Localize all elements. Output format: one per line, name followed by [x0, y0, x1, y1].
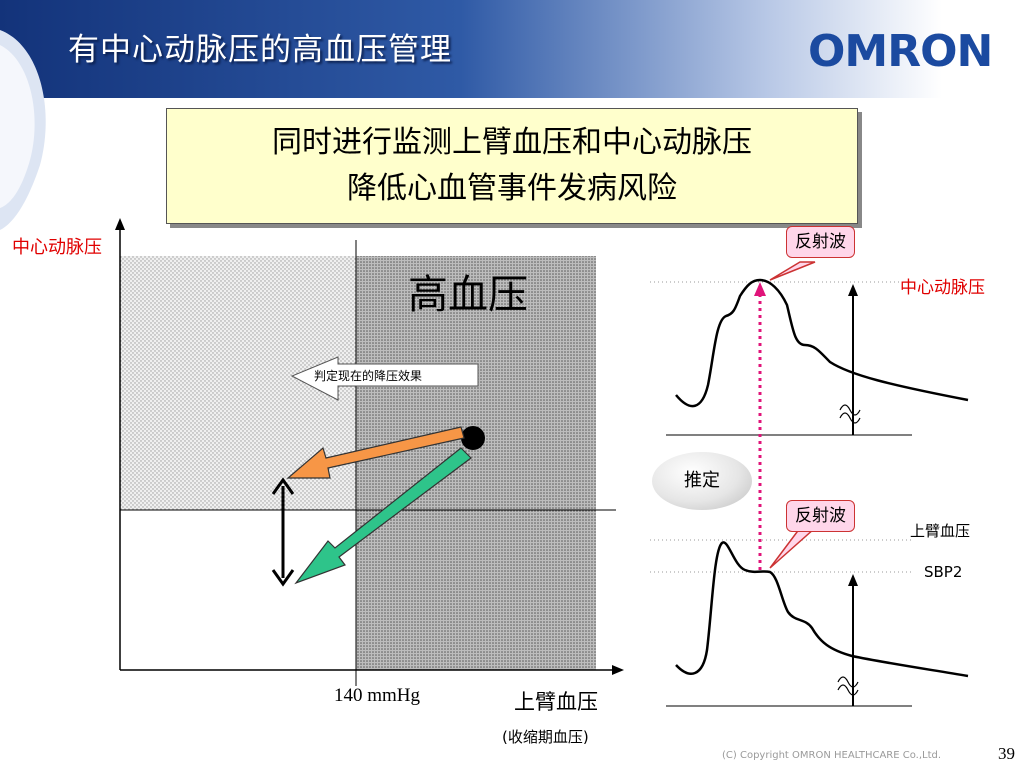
top-reflected-wave-bubble: 反射波 [786, 226, 855, 258]
decorative-swoosh [0, 30, 46, 230]
y-axis-label: 中心动脉压 [12, 237, 102, 258]
key-message-line-2: 降低心血管事件发病风险 [347, 171, 677, 206]
effect-note-box [290, 356, 479, 401]
central-pressure-label: 中心动脉压 [900, 278, 985, 298]
brachial-pressure-label: 上臂血压 [910, 522, 971, 540]
header-bar [0, 0, 1024, 98]
page-title: 有中心动脉压的高血压管理 [68, 32, 452, 68]
central-pressure-waveform [675, 278, 969, 408]
omron-logo: OMRON [808, 26, 993, 77]
key-message-line-1: 同时进行监测上臂血压和中心动脉压 [272, 125, 752, 160]
x-axis-label: 上臂血压 [514, 690, 598, 714]
estimate-badge: 推定 [652, 452, 752, 510]
bottom-reflected-wave-bubble: 反射波 [786, 500, 855, 532]
x-axis-sublabel: (收缩期血压) [502, 728, 589, 746]
effect-note-text: 判定现在的降压效果 [314, 369, 423, 383]
green-arrow [294, 447, 472, 585]
hypertension-zone-label: 高血压 [408, 272, 528, 318]
key-message-box: 同时进行监测上臂血压和中心动脉压 降低心血管事件发病风险 [166, 108, 858, 224]
threshold-label: 140 mmHg [334, 685, 421, 706]
orange-arrow [286, 426, 465, 479]
copyright-text: (C) Copyright OMRON HEALTHCARE Co.,Ltd. [722, 750, 942, 761]
brachial-pressure-waveform [675, 541, 969, 678]
x-axis-arrowhead [612, 665, 624, 675]
y-axis-arrowhead [115, 218, 125, 230]
sbp2-label: SBP2 [924, 563, 963, 581]
hypertension-zone [356, 256, 596, 670]
current-bp-point [461, 426, 485, 450]
page-number: 39 [998, 744, 1015, 763]
